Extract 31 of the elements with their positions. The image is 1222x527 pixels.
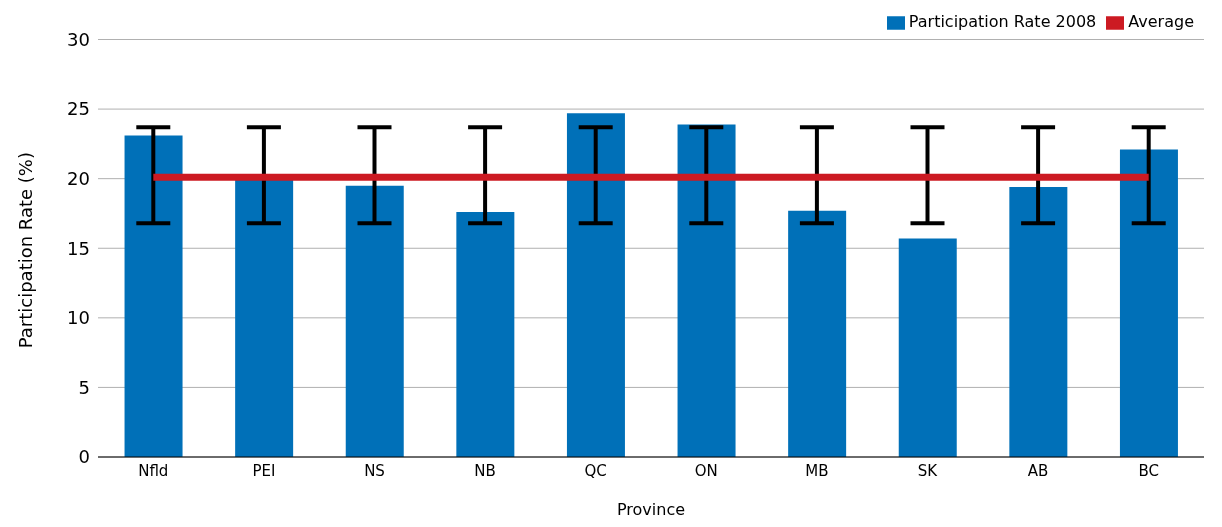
y-tick-label: 30 — [67, 28, 90, 50]
y-tick-label: 20 — [67, 168, 90, 190]
x-axis-title: Province — [616, 500, 686, 519]
bar — [788, 210, 847, 457]
bar — [345, 185, 404, 457]
bar — [456, 212, 515, 457]
y-tick-label: 25 — [67, 98, 90, 120]
y-tick-label: 0 — [78, 446, 90, 468]
legend-label: Participation Rate 2008 — [908, 12, 1097, 31]
x-tick-label: BC — [1138, 461, 1159, 480]
y-tick-label: 15 — [67, 237, 90, 259]
bar — [566, 113, 625, 457]
bar — [235, 180, 294, 457]
bar — [898, 238, 957, 457]
x-tick-label: QC — [584, 461, 607, 480]
x-tick-label: Nfld — [138, 461, 169, 480]
x-tick-label: NS — [364, 461, 385, 480]
x-tick-label: AB — [1027, 461, 1049, 480]
x-tick-label: PEI — [252, 461, 276, 480]
x-tick-label: ON — [694, 461, 718, 480]
legend-label: Average — [1128, 12, 1194, 31]
x-tick-label: NB — [474, 461, 496, 480]
bar — [124, 135, 183, 457]
y-tick-label: 5 — [78, 376, 90, 398]
y-axis-title: Participation Rate (%) — [15, 152, 37, 349]
bar — [1009, 187, 1068, 457]
x-tick-label: SK — [917, 461, 939, 480]
bar — [677, 124, 736, 457]
bar — [1119, 149, 1178, 457]
y-tick-label: 10 — [67, 307, 90, 329]
x-tick-label: MB — [805, 461, 829, 480]
